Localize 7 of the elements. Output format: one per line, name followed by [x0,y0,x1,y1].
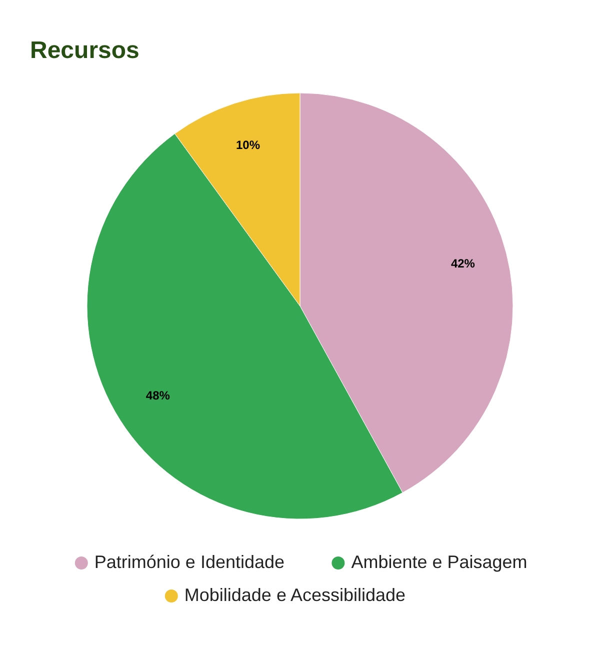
data-label: 10% [236,138,260,152]
legend-label: Ambiente e Paisagem [351,552,528,572]
data-label: 42% [450,256,476,270]
legend-label: Mobilidade e Acessibilidade [184,584,406,605]
chart-title: Recursos [30,37,140,64]
legend-label: Património e Identidade [94,552,285,572]
data-label: 48% [146,388,170,402]
